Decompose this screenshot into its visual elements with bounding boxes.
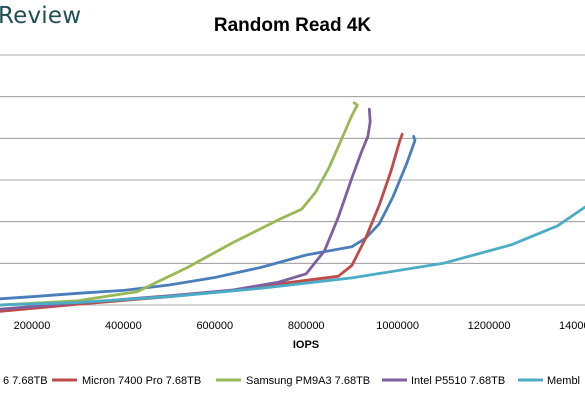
x-tick-label: 1000000 bbox=[376, 320, 419, 332]
series-line bbox=[0, 101, 359, 307]
legend-entry: 6 7.68TB bbox=[3, 375, 48, 387]
chart-title: Random Read 4K bbox=[213, 15, 372, 36]
x-axis-label: IOPS bbox=[293, 339, 319, 351]
series-line bbox=[0, 134, 417, 301]
legend-entry: Samsung PM9A3 7.68TB bbox=[246, 375, 370, 387]
x-tick-label: 1400000 bbox=[559, 320, 585, 332]
x-tick-label: 600000 bbox=[196, 320, 233, 332]
series-line bbox=[0, 205, 585, 307]
x-tick-label: 800000 bbox=[288, 320, 325, 332]
legend-entry: Micron 7400 Pro 7.68TB bbox=[82, 375, 201, 387]
x-tick-label: 1200000 bbox=[468, 320, 511, 332]
x-tick-label: 400000 bbox=[105, 320, 142, 332]
legend-entry: Intel P5510 7.68TB bbox=[411, 375, 505, 387]
legend-entry: Membl bbox=[547, 375, 580, 387]
series-line bbox=[0, 132, 404, 313]
x-tick-label: 200000 bbox=[14, 320, 51, 332]
brand-logo-text: Review bbox=[0, 3, 82, 29]
